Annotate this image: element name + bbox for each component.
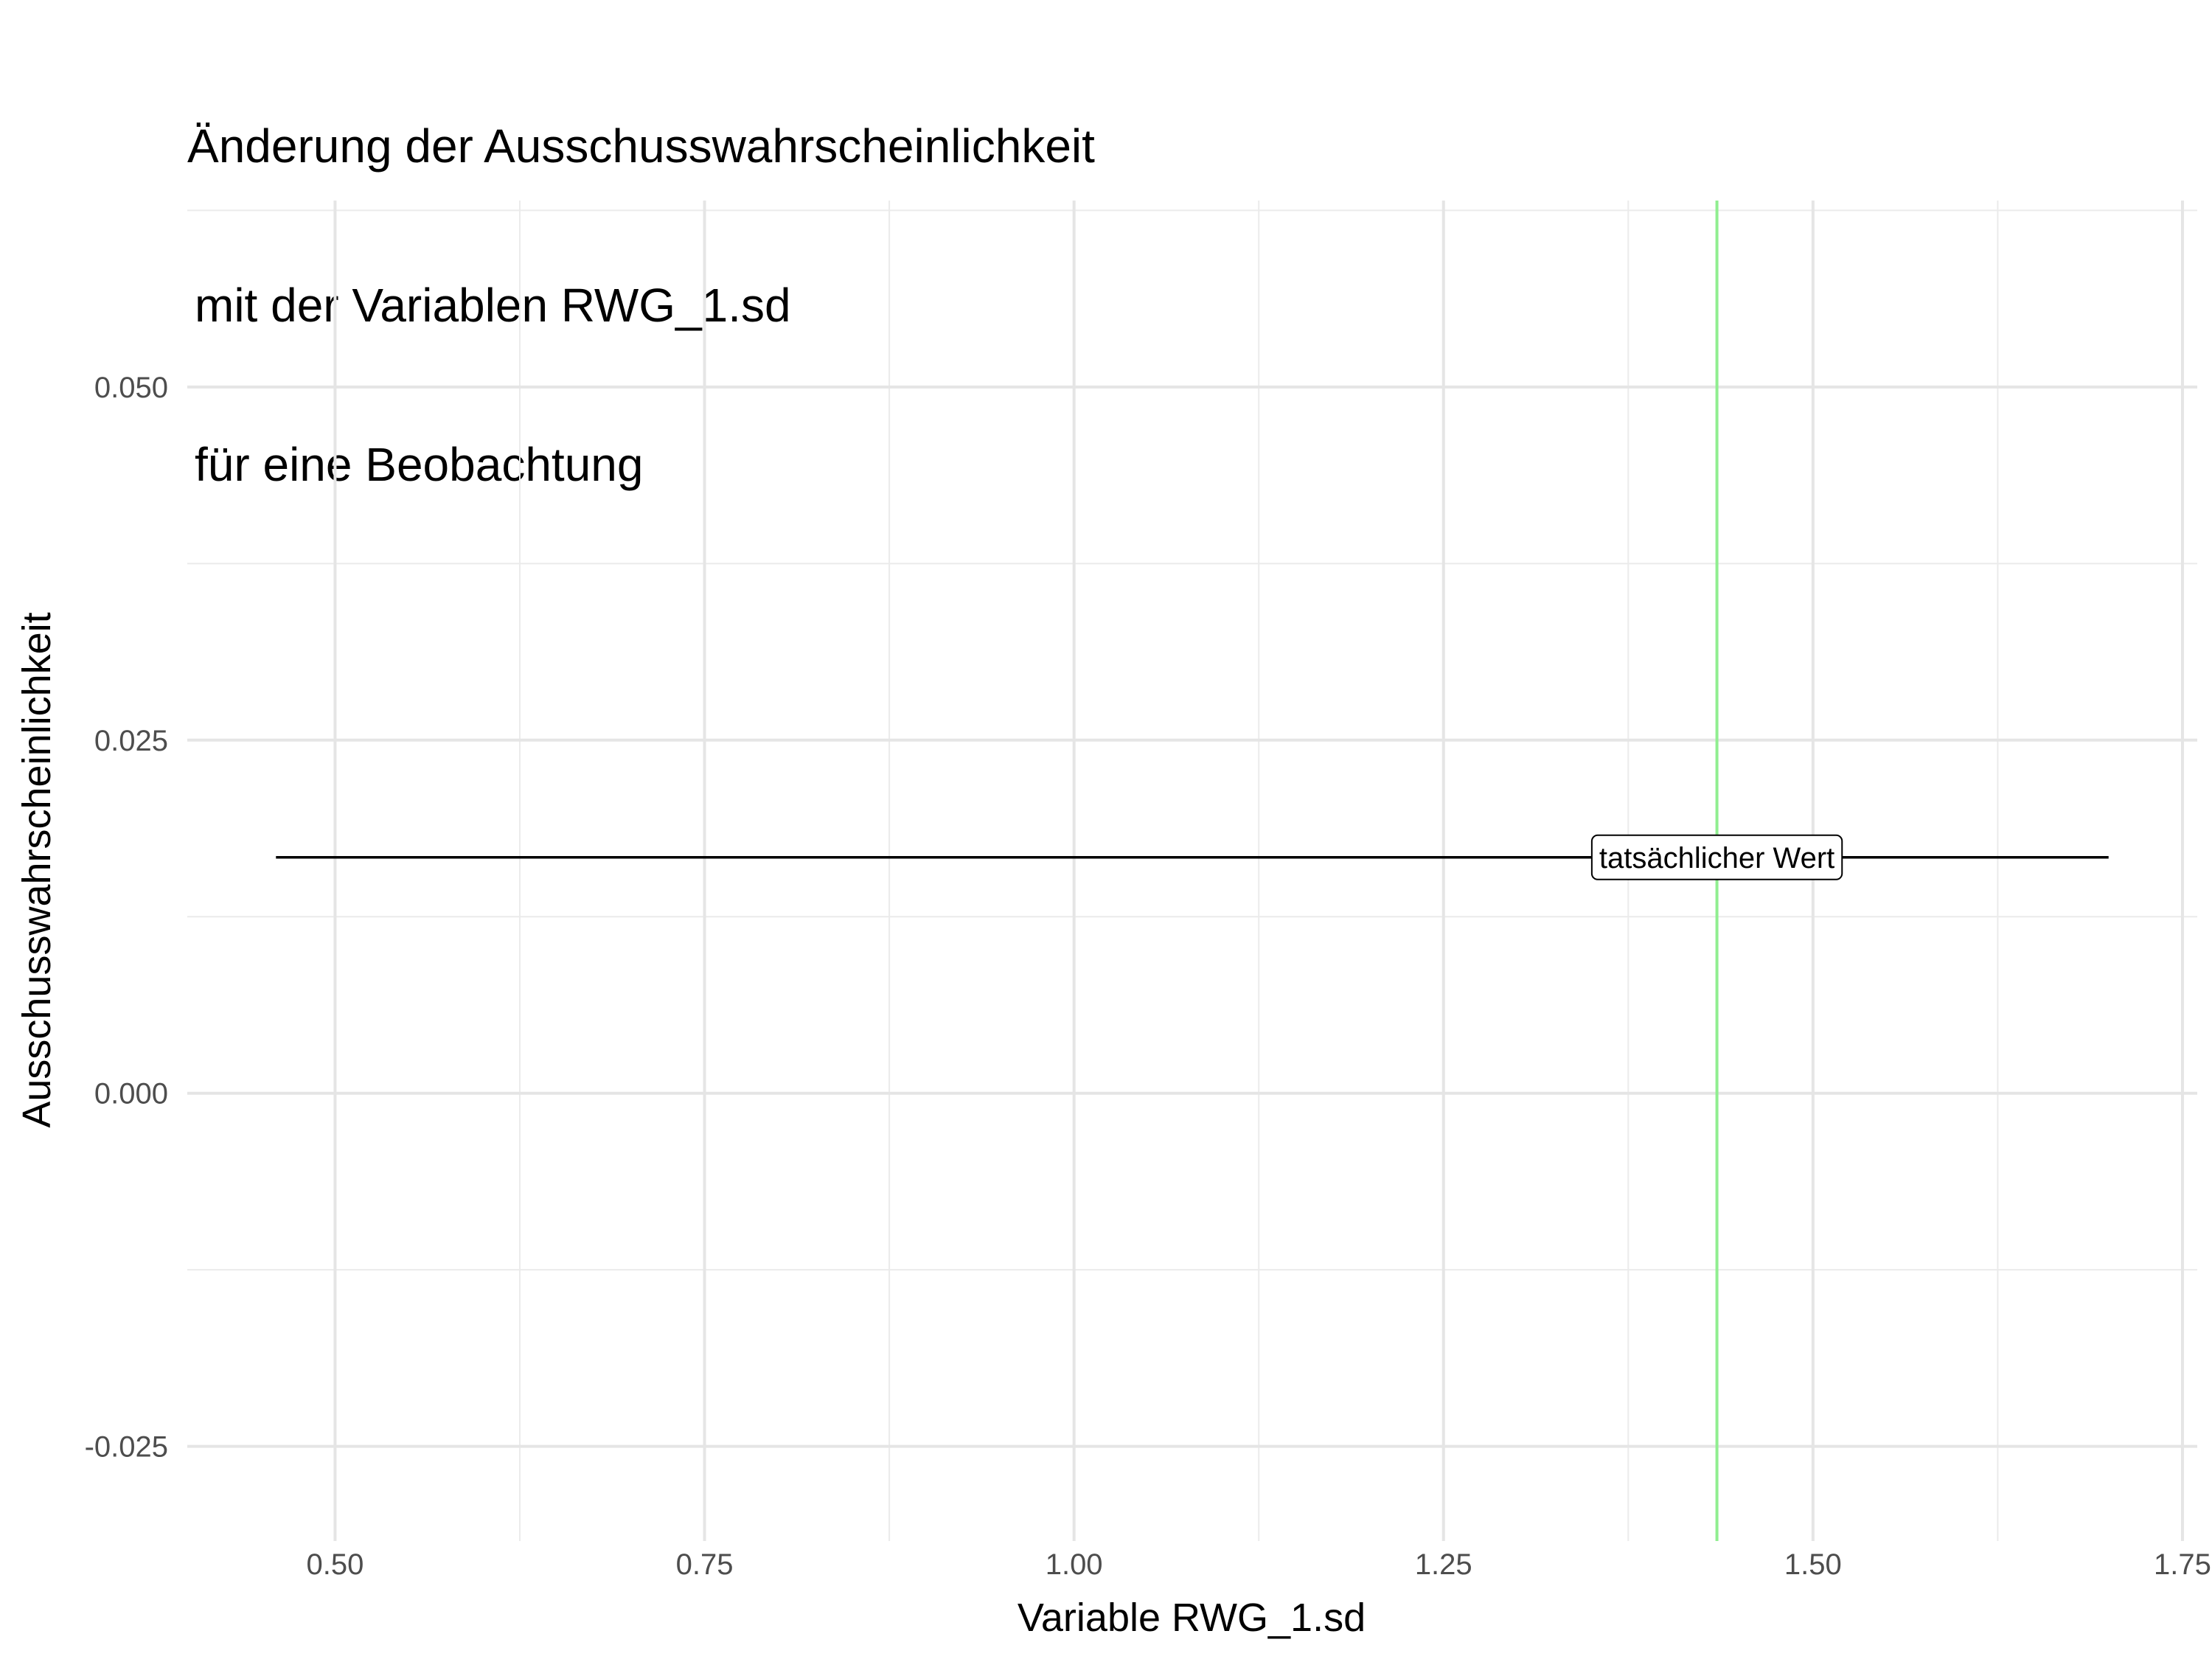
y-axis-title: Ausschusswahrscheinlichkeit: [15, 612, 59, 1127]
x-tick-label: 1.25: [1415, 1548, 1472, 1581]
chart-title-line-3: für eine Beobachtung: [195, 438, 644, 491]
x-tick-label: 0.50: [307, 1548, 364, 1581]
annotation-box: [1590, 834, 1843, 880]
annotation-label: tatsächlicher Wert: [1599, 842, 1834, 874]
y-axis-ticks: -0.025 0.000 0.025 0.050: [85, 372, 168, 1464]
x-tick-label: 0.75: [676, 1548, 734, 1581]
x-tick-label: 1.00: [1046, 1548, 1103, 1581]
chart-title: Änderung der Ausschusswahrscheinlichkeit…: [187, 13, 1095, 544]
y-tick-label: 0.050: [94, 372, 168, 404]
y-tick-label: -0.025: [85, 1431, 168, 1464]
chart-title-line-2: mit der Variablen RWG_1.sd: [195, 279, 791, 332]
x-tick-label: 1.75: [2154, 1548, 2211, 1581]
grid-major: [187, 201, 2197, 1541]
x-axis-ticks: 0.50 0.75 1.00 1.25 1.50 1.75: [307, 1548, 2211, 1581]
grid-minor: [187, 201, 2197, 1541]
x-axis-title: Variable RWG_1.sd: [1018, 1596, 1366, 1640]
y-tick-label: 0.000: [94, 1078, 168, 1110]
chart-title-line-1: Änderung der Ausschusswahrscheinlichkeit: [187, 119, 1095, 173]
x-tick-label: 1.50: [1784, 1548, 1842, 1581]
y-tick-label: 0.025: [94, 725, 168, 757]
annotation-layer: tatsächlicher Wert: [1590, 834, 1843, 880]
